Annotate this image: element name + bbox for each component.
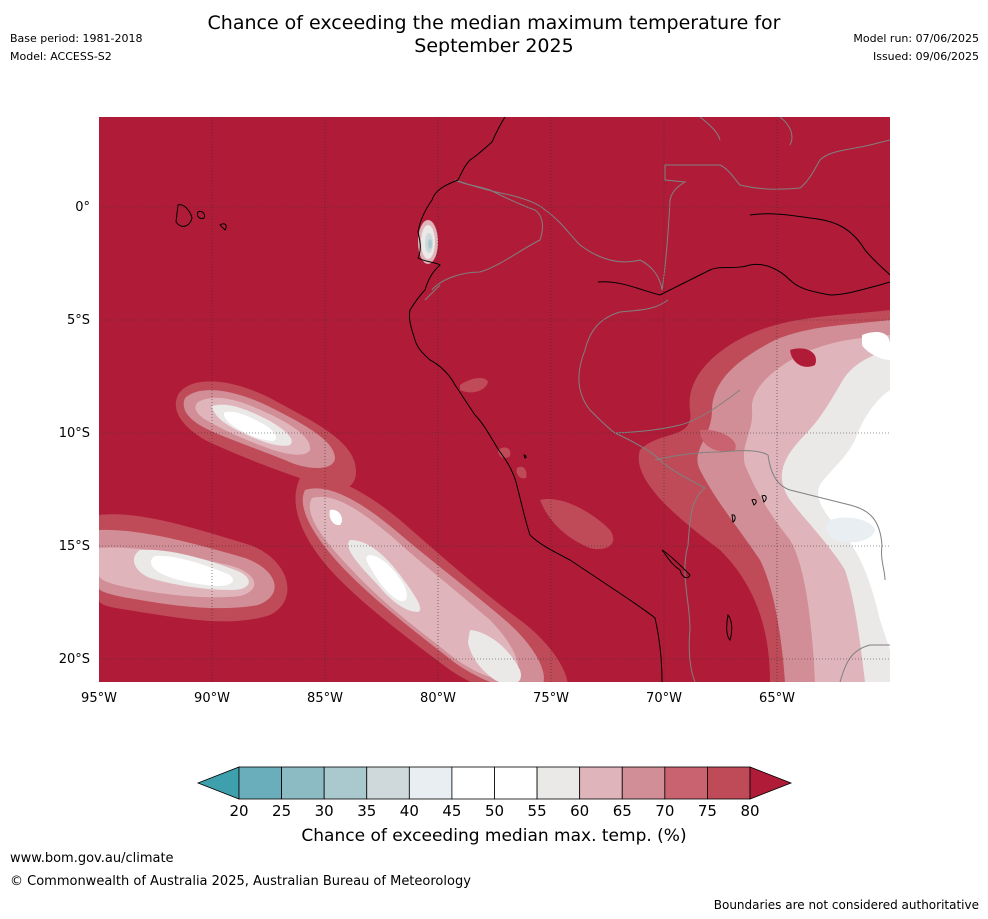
longitude-label: 80°W [420, 691, 456, 706]
meta-left: Base period: 1981-2018 Model: ACCESS-S2 [10, 30, 142, 66]
longitude-label: 90°W [194, 691, 230, 706]
footer-copyright: © Commonwealth of Australia 2025, Austra… [10, 874, 471, 889]
footer-url[interactable]: www.bom.gov.au/climate [10, 851, 174, 866]
map-gridlines [99, 117, 890, 682]
colorbar-segment [366, 766, 410, 800]
colorbar [196, 766, 793, 800]
longitude-label: 65°W [759, 691, 795, 706]
colorbar-tick-label: 20 [229, 802, 248, 820]
colorbar-tick-label: 45 [442, 802, 461, 820]
issued-text: Issued: 09/06/2025 [872, 50, 979, 63]
latitude-labels: 0° 5°S 10°S 15°S 20°S [59, 200, 90, 667]
base-period-text: Base period: 1981-2018 [10, 32, 143, 45]
colorbar-tick-label: 50 [485, 802, 504, 820]
colorbar-segment [281, 766, 325, 800]
latitude-label: 10°S [59, 426, 90, 441]
colorbar-tick-label: 75 [698, 802, 717, 820]
title-line-1: Chance of exceeding the median maximum t… [207, 12, 781, 34]
colorbar-ticks: 20 25 30 35 40 45 50 55 60 65 70 75 80 [229, 802, 759, 820]
colorbar-max-extend [749, 766, 793, 800]
model-run-text: Model run: 07/06/2025 [853, 32, 979, 45]
latitude-label: 5°S [67, 313, 90, 328]
colorbar-segment [664, 766, 708, 800]
footer-disclaimer: Boundaries are not considered authoritat… [713, 898, 979, 912]
colorbar-segment [238, 766, 282, 800]
longitude-labels: 95°W 90°W 85°W 80°W 75°W 70°W 65°W [81, 691, 795, 706]
latitude-label: 20°S [59, 652, 90, 667]
colorbar-segment [707, 766, 751, 800]
colorbar-segment [536, 766, 581, 800]
colorbar-segment [579, 766, 623, 800]
colorbar-tick-label: 70 [655, 802, 674, 820]
colorbar-label: Chance of exceeding median max. temp. (%… [301, 826, 687, 846]
title-line-2: September 2025 [414, 35, 574, 57]
colorbar-tick-label: 60 [570, 802, 589, 820]
colorbar-tick-label: 80 [740, 802, 759, 820]
colorbar-tick-label: 40 [400, 802, 419, 820]
coastlines [175, 117, 890, 682]
model-text: Model: ACCESS-S2 [10, 50, 112, 63]
probability-contours [99, 220, 890, 682]
map-title: Chance of exceeding the median maximum t… [0, 12, 988, 58]
country-borders [424, 117, 890, 682]
colorbar-segment [494, 766, 538, 800]
latitude-label: 0° [75, 200, 90, 215]
longitude-label: 95°W [81, 691, 117, 706]
longitude-label: 85°W [307, 691, 343, 706]
colorbar-tick-label: 65 [613, 802, 632, 820]
colorbar-tick-label: 25 [272, 802, 291, 820]
longitude-label: 75°W [533, 691, 569, 706]
meta-right: Model run: 07/06/2025 Issued: 09/06/2025 [853, 30, 979, 66]
colorbar-tick-label: 55 [528, 802, 547, 820]
colorbar-segment [408, 766, 453, 800]
colorbar-segment [323, 766, 368, 800]
colorbar-min-extend [196, 766, 240, 800]
colorbar-segment [621, 766, 666, 800]
latitude-label: 15°S [59, 539, 90, 554]
longitude-label: 70°W [646, 691, 682, 706]
colorbar-tick-label: 30 [315, 802, 334, 820]
colorbar-segment [451, 766, 495, 800]
colorbar-tick-label: 35 [357, 802, 376, 820]
